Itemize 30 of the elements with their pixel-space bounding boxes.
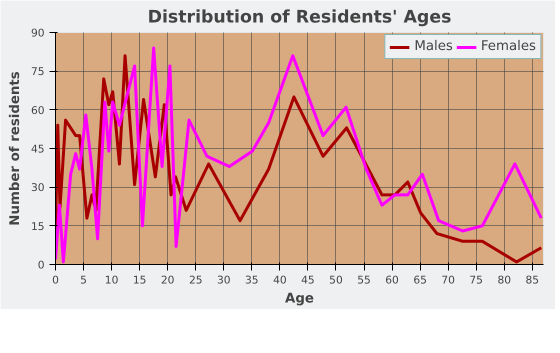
x-tick-label: 45 bbox=[301, 274, 315, 286]
x-tick-label: 55 bbox=[357, 274, 371, 286]
y-tick-label: 90 bbox=[30, 26, 45, 40]
legend-label: Males bbox=[414, 39, 453, 54]
x-tick-label: 5 bbox=[80, 274, 87, 286]
x-tick-label: 20 bbox=[160, 274, 175, 286]
y-tick-label: 60 bbox=[30, 104, 45, 117]
x-axis-title: Age bbox=[285, 292, 314, 306]
x-tick-label: 70 bbox=[441, 274, 456, 286]
x-tick-label: 15 bbox=[132, 274, 146, 286]
x-tick-label: 50 bbox=[329, 274, 343, 286]
y-tick-label: 0 bbox=[38, 258, 45, 272]
x-tick-label: 10 bbox=[104, 274, 119, 286]
x-tick-label: 65 bbox=[413, 274, 427, 286]
x-tick-label: 35 bbox=[245, 274, 259, 286]
x-tick-label: 85 bbox=[526, 274, 540, 286]
legend-label: Females bbox=[480, 39, 536, 54]
x-tick-label: 75 bbox=[469, 274, 483, 286]
y-tick-label: 30 bbox=[30, 181, 45, 194]
x-tick-label: 40 bbox=[273, 274, 287, 286]
y-tick-label: 75 bbox=[30, 65, 45, 78]
x-tick-label: 25 bbox=[188, 274, 203, 286]
chart-title: Distribution of Residents' Ages bbox=[148, 8, 452, 28]
x-tick-label: 30 bbox=[216, 274, 231, 286]
y-axis-title: Number of residents bbox=[8, 71, 23, 226]
x-tick-label: 0 bbox=[52, 274, 60, 286]
y-tick-label: 15 bbox=[30, 220, 45, 233]
x-tick-label: 80 bbox=[497, 274, 512, 286]
y-tick-label: 45 bbox=[30, 142, 45, 156]
x-tick-label: 60 bbox=[385, 274, 400, 286]
